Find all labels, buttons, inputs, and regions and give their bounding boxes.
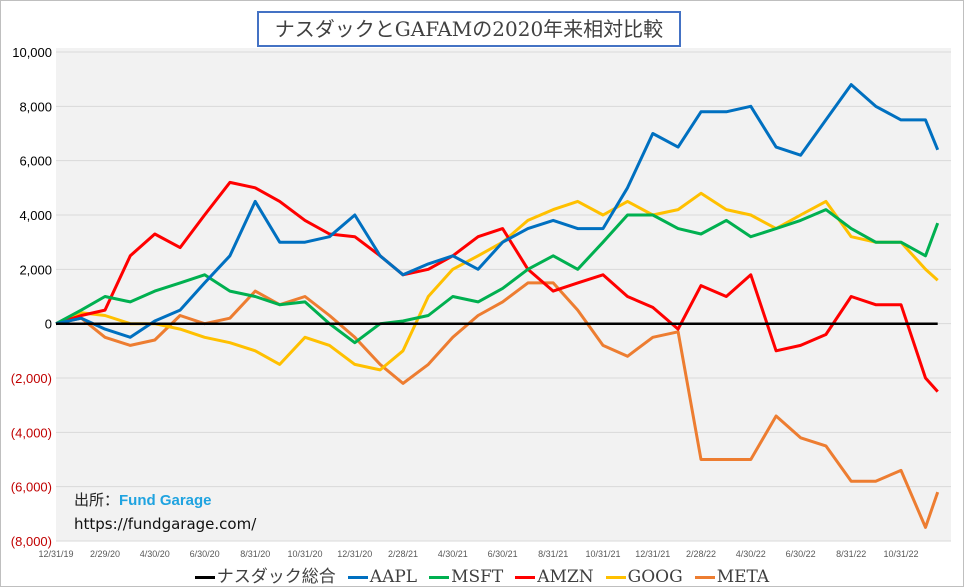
x-tick-label: 4/30/21 (438, 549, 468, 559)
source-url[interactable]: https://fundgarage.com/ (74, 515, 257, 533)
legend-item: AMZN (515, 567, 594, 587)
x-tick-label: 2/28/21 (388, 549, 418, 559)
legend-swatch (694, 576, 715, 579)
y-tick-label: 6,000 (19, 154, 52, 169)
legend-item: MSFT (429, 567, 504, 587)
source-note: 出所：Fund Garage (74, 489, 212, 510)
x-tick-label: 12/31/20 (337, 549, 372, 559)
y-tick-label: (4,000) (11, 425, 52, 440)
x-tick-label: 2/28/22 (686, 549, 716, 559)
x-tick-label: 10/31/20 (287, 549, 322, 559)
x-tick-label: 10/31/22 (883, 549, 918, 559)
x-tick-label: 8/31/20 (240, 549, 270, 559)
legend-item: AAPL (347, 567, 418, 587)
x-tick-label: 12/31/21 (635, 549, 670, 559)
source-label: 出所： (74, 491, 120, 509)
chart-title: ナスダックとGAFAMの2020年来相対比較 (257, 11, 681, 47)
legend-item: GOOG (605, 567, 683, 587)
x-tick-label: 8/31/22 (836, 549, 866, 559)
y-tick-label: (8,000) (11, 534, 52, 549)
y-tick-label: 10,000 (12, 45, 52, 60)
y-tick-label: 4,000 (19, 208, 52, 223)
x-tick-label: 4/30/20 (140, 549, 170, 559)
source-brand: Fund Garage (119, 492, 212, 509)
legend-label: META (716, 567, 770, 587)
x-tick-label: 10/31/21 (585, 549, 620, 559)
legend-swatch (347, 576, 368, 579)
legend: ナスダック総合 AAPL MSFT AMZN GOOG META (1, 562, 963, 587)
x-tick-label: 8/31/21 (538, 549, 568, 559)
legend-label: AMZN (537, 567, 594, 587)
y-tick-label: (2,000) (11, 371, 52, 386)
legend-item: META (694, 567, 770, 587)
x-tick-label: 6/30/21 (488, 549, 518, 559)
series-line-aapl (55, 83, 940, 339)
x-tick-label: 6/30/22 (786, 549, 816, 559)
legend-label: ナスダック総合 (216, 567, 336, 587)
x-tick-label: 6/30/20 (190, 549, 220, 559)
y-tick-label: 8,000 (19, 99, 52, 114)
y-tick-label: 2,000 (19, 262, 52, 277)
y-tick-label: (6,000) (11, 480, 52, 495)
series-line-msft (55, 208, 940, 345)
series-line-amzn (55, 180, 939, 393)
plot-area (56, 48, 951, 541)
legend-label: GOOG (627, 567, 683, 587)
legend-swatch (194, 576, 215, 579)
legend-label: AAPL (369, 567, 418, 587)
x-tick-label: 2/29/20 (90, 549, 120, 559)
legend-swatch (515, 576, 536, 579)
x-tick-label: 12/31/19 (38, 549, 73, 559)
legend-swatch (429, 576, 450, 579)
legend-swatch (605, 576, 626, 579)
legend-item: ナスダック総合 (194, 562, 336, 587)
y-tick-label: 0 (45, 317, 52, 332)
legend-label: MSFT (451, 567, 504, 587)
x-tick-label: 4/30/22 (736, 549, 766, 559)
